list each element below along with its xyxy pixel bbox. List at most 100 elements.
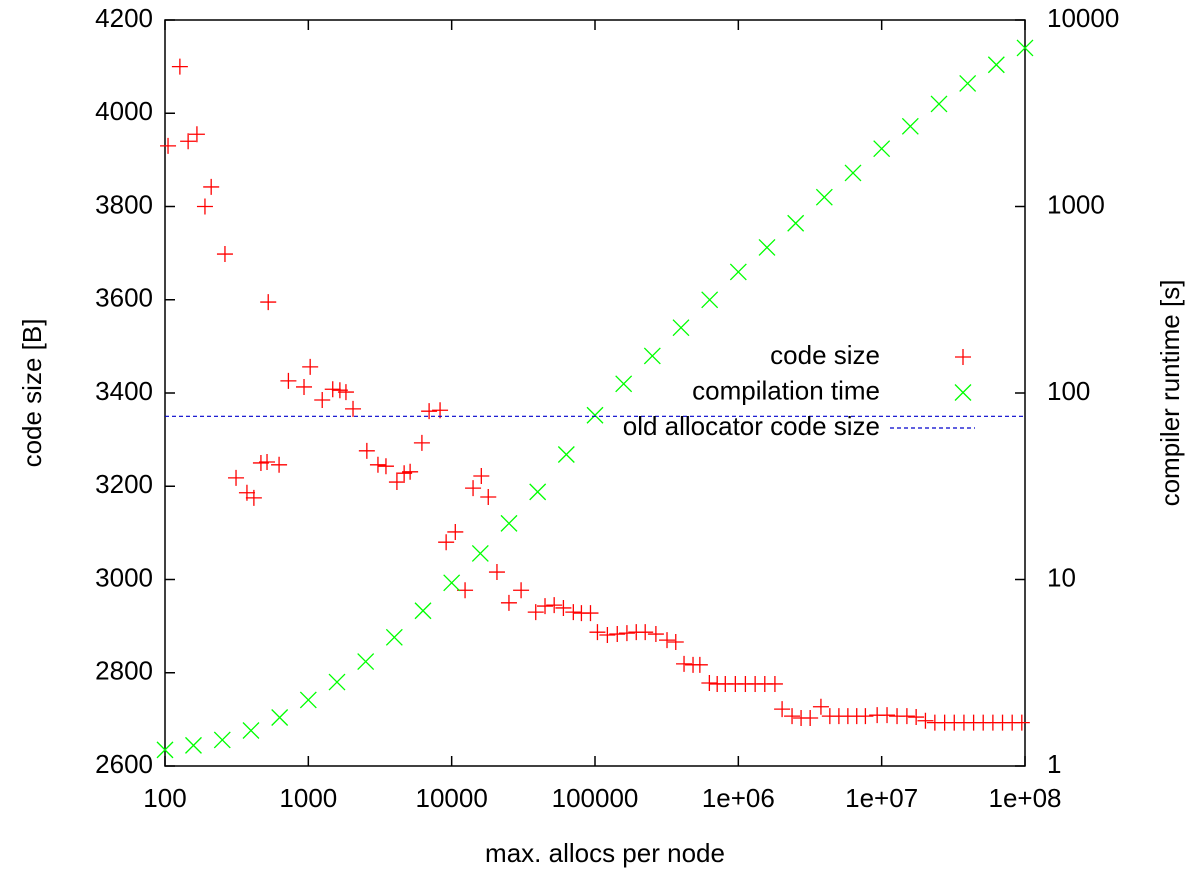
legend-label: code size bbox=[770, 340, 880, 370]
cross-marker bbox=[213, 731, 231, 749]
y-tick-label: 4000 bbox=[95, 96, 153, 126]
plus-marker bbox=[537, 598, 554, 615]
plus-marker bbox=[465, 480, 482, 497]
plus-marker bbox=[196, 198, 213, 215]
plus-marker bbox=[802, 709, 819, 726]
plus-marker bbox=[527, 604, 544, 621]
plus-marker bbox=[369, 456, 386, 473]
y-tick-label: 3200 bbox=[95, 469, 153, 499]
cross-marker bbox=[643, 347, 661, 365]
plus-marker bbox=[377, 458, 394, 475]
plus-marker bbox=[659, 632, 676, 649]
y-tick-label: 2800 bbox=[95, 656, 153, 686]
plot-frame bbox=[164, 19, 1026, 767]
plus-marker bbox=[388, 474, 405, 491]
plus-marker bbox=[171, 58, 188, 75]
cross-marker bbox=[271, 709, 289, 726]
y2-tick-label: 10 bbox=[1047, 562, 1076, 592]
plus-marker bbox=[766, 675, 783, 692]
plus-marker bbox=[314, 391, 331, 408]
cross-marker bbox=[930, 95, 948, 113]
cross-marker bbox=[987, 56, 1005, 74]
x-tick-label: 10000 bbox=[416, 783, 488, 813]
y2-tick-label: 1 bbox=[1047, 749, 1061, 779]
cross-marker bbox=[873, 140, 891, 158]
cross-marker bbox=[529, 483, 547, 501]
plus-marker bbox=[324, 381, 341, 398]
plus-marker bbox=[337, 384, 354, 401]
cross-marker bbox=[357, 653, 375, 671]
legend-swatch bbox=[954, 384, 972, 401]
plus-marker bbox=[260, 294, 277, 311]
plus-marker bbox=[609, 626, 626, 643]
legend-swatch bbox=[955, 349, 971, 365]
plus-marker bbox=[413, 434, 430, 451]
x-tick-label: 1e+07 bbox=[845, 783, 918, 813]
cross-marker bbox=[443, 574, 461, 592]
plus-marker bbox=[546, 597, 563, 614]
plus-marker bbox=[647, 626, 664, 643]
plus-marker bbox=[691, 656, 708, 673]
plus-marker bbox=[513, 582, 530, 599]
y-tick-label: 3600 bbox=[95, 283, 153, 313]
y-tick-label: 3400 bbox=[95, 376, 153, 406]
plus-marker bbox=[784, 708, 801, 725]
y-tick-label: 3000 bbox=[95, 562, 153, 592]
legend-label: compilation time bbox=[692, 375, 880, 405]
plus-marker bbox=[216, 246, 233, 263]
y2-tick-label: 100 bbox=[1047, 376, 1090, 406]
cross-marker bbox=[959, 74, 977, 92]
legend-label: old allocator code size bbox=[623, 411, 880, 441]
x-tick-label: 100 bbox=[143, 783, 186, 813]
plus-marker bbox=[667, 633, 684, 650]
cross-marker bbox=[185, 736, 202, 754]
plus-marker bbox=[555, 599, 572, 616]
plus-marker bbox=[188, 126, 205, 143]
y2-tick-label: 1000 bbox=[1047, 189, 1105, 219]
cross-marker bbox=[471, 544, 489, 562]
cross-marker bbox=[156, 741, 174, 759]
y2-tick-label: 10000 bbox=[1047, 3, 1119, 33]
y-tick-label: 4200 bbox=[95, 3, 153, 33]
cross-marker bbox=[729, 263, 747, 281]
cross-marker bbox=[385, 628, 403, 646]
y-tick-label: 2600 bbox=[95, 749, 153, 779]
cross-marker bbox=[758, 239, 776, 256]
plus-marker bbox=[879, 707, 896, 724]
plus-marker bbox=[582, 605, 599, 622]
plus-marker bbox=[345, 400, 362, 417]
x-axis-label: max. allocs per node bbox=[485, 838, 725, 868]
x-tick-label: 100000 bbox=[552, 783, 639, 813]
cross-marker bbox=[414, 602, 432, 620]
y-tick-label: 3800 bbox=[95, 189, 153, 219]
cross-marker bbox=[787, 214, 805, 232]
cross-marker bbox=[1016, 39, 1034, 57]
plus-marker bbox=[812, 698, 829, 715]
cross-marker bbox=[701, 291, 719, 309]
cross-marker bbox=[586, 406, 604, 424]
plus-marker bbox=[701, 675, 718, 692]
plus-marker bbox=[280, 372, 297, 389]
x-tick-label: 1000 bbox=[279, 783, 337, 813]
plus-marker bbox=[302, 358, 319, 375]
cross-marker bbox=[299, 691, 317, 709]
plus-marker bbox=[180, 133, 197, 150]
plus-marker bbox=[618, 625, 635, 642]
plus-marker bbox=[259, 454, 276, 471]
plus-marker bbox=[917, 712, 934, 729]
plus-marker bbox=[358, 442, 375, 459]
plus-marker bbox=[203, 178, 220, 195]
plus-marker bbox=[908, 709, 925, 726]
x-tick-label: 1e+08 bbox=[988, 783, 1061, 813]
plus-marker bbox=[252, 454, 269, 471]
plus-marker bbox=[774, 701, 791, 718]
plus-marker bbox=[1013, 714, 1030, 731]
plus-marker bbox=[331, 382, 348, 399]
cross-marker bbox=[615, 375, 633, 393]
plus-marker bbox=[488, 564, 505, 581]
x-tick-label: 1e+06 bbox=[702, 783, 775, 813]
plus-marker bbox=[500, 594, 517, 611]
plus-marker bbox=[676, 655, 693, 672]
plus-marker bbox=[480, 488, 497, 505]
